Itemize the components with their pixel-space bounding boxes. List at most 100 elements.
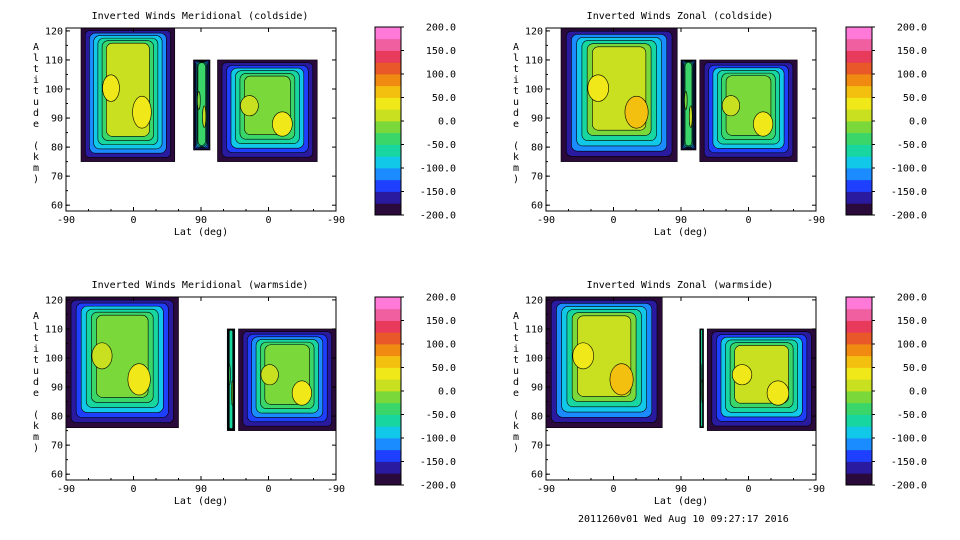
chart-panel-2: Inverted Winds Zonal (coldside) 60 70 80 90 1… <box>513 11 927 238</box>
filled-region <box>226 328 236 431</box>
y-tick-label: 110 <box>45 324 63 335</box>
colorbar-swatch <box>846 168 872 181</box>
chart-panel-4: Inverted Winds Zonal (warmside) 60 70 80 90 1… <box>513 280 927 507</box>
colorbar-tick-label: 0.0 <box>438 387 456 398</box>
x-tick-label: 0 <box>130 215 136 226</box>
filled-region <box>193 59 211 151</box>
colorbar-tick-label: 150.0 <box>426 316 456 327</box>
colorbar-tick-label: 100.0 <box>426 340 456 351</box>
chart-panel-1: Inverted Winds Meridional (coldside) 60 70… <box>33 11 456 238</box>
contour-blob <box>231 380 234 406</box>
y-tick-label: 120 <box>45 295 63 306</box>
colorbar-swatch <box>846 438 872 451</box>
x-tick-label: 90 <box>195 215 207 226</box>
colorbar-swatch <box>375 344 401 357</box>
colorbar-swatch <box>375 85 401 98</box>
x-tick-label: 0 <box>265 215 271 226</box>
colorbar-swatch <box>846 344 872 357</box>
colorbar-swatch <box>846 38 872 51</box>
colorbar-swatch <box>375 379 401 392</box>
colorbar-tick-label: 0.0 <box>909 387 927 398</box>
contour-blob <box>132 95 152 129</box>
colorbar-swatch <box>375 38 401 51</box>
y-tick-label: 90 <box>531 383 543 394</box>
y-tick-label: 80 <box>51 412 63 423</box>
y-tick-label: 100 <box>525 354 543 365</box>
x-tick-label: -90 <box>807 215 825 226</box>
colorbar-swatch <box>375 473 401 486</box>
chart-title: Inverted Winds Zonal (coldside) <box>587 11 774 22</box>
x-tick-label: 0 <box>610 484 616 495</box>
x-tick-label: 0 <box>610 215 616 226</box>
colorbar-swatch <box>375 449 401 462</box>
colorbar-swatch <box>375 27 401 40</box>
colorbar-tick-label: 150.0 <box>426 46 456 57</box>
colorbar-swatch <box>846 191 872 204</box>
x-axis-label: Lat (deg) <box>174 496 228 507</box>
colorbar-swatch <box>375 156 401 169</box>
filled-region <box>699 328 704 429</box>
chart-panel-3: Inverted Winds Meridional (warmside) 60 70… <box>33 280 456 507</box>
y-tick-label: 110 <box>525 55 543 66</box>
contour-blob <box>688 105 693 128</box>
x-tick-label: 90 <box>195 484 207 495</box>
contour-blob <box>572 342 594 370</box>
filled-region <box>680 59 697 151</box>
colorbar-swatch <box>375 391 401 404</box>
colorbar-tick-label: 50.0 <box>432 363 456 374</box>
contour-blob <box>684 91 688 110</box>
colorbar-tick-label: -50.0 <box>426 140 456 151</box>
y-tick-label: 120 <box>45 26 63 37</box>
colorbar-swatch <box>846 85 872 98</box>
colorbar-tick-label: 150.0 <box>897 46 927 57</box>
colorbar-tick-label: 0.0 <box>438 117 456 128</box>
contour-blob <box>700 363 702 384</box>
x-tick-label: 0 <box>745 215 751 226</box>
contour-blob <box>624 95 649 129</box>
colorbar-tick-label: 100.0 <box>897 340 927 351</box>
colorbar-swatch <box>846 297 872 310</box>
contour-blob <box>766 380 790 406</box>
colorbar-tick-label: 150.0 <box>897 316 927 327</box>
colorbar-tick-label: 200.0 <box>897 293 927 304</box>
colorbar-swatch <box>375 144 401 157</box>
x-tick-label: 0 <box>130 484 136 495</box>
y-tick-label: 60 <box>531 470 543 481</box>
filled-region <box>706 328 817 431</box>
colorbar-swatch <box>846 379 872 392</box>
filled-region <box>560 27 678 162</box>
y-tick-label: 100 <box>525 85 543 96</box>
colorbar-tick-label: -100.0 <box>891 164 927 175</box>
colorbar-tick-label: 200.0 <box>426 293 456 304</box>
colorbar: 200.0 150.0 100.0 50.0 0.0 -50.0 -100.0 -150.0 -… <box>374 23 456 222</box>
colorbar-swatch <box>846 132 872 145</box>
colorbar-tick-label: -150.0 <box>420 187 456 198</box>
colorbar-tick-label: -150.0 <box>891 457 927 468</box>
colorbar-swatch <box>846 367 872 380</box>
contour-blob <box>102 74 120 102</box>
y-tick-label: 90 <box>531 114 543 125</box>
colorbar-tick-label: -100.0 <box>891 434 927 445</box>
colorbar-swatch <box>375 426 401 439</box>
colorbar-swatch <box>846 308 872 321</box>
x-tick-label: -90 <box>57 484 75 495</box>
colorbar-swatch <box>375 109 401 122</box>
x-axis-label: Lat (deg) <box>174 227 228 238</box>
y-tick-label: 60 <box>51 470 63 481</box>
colorbar-tick-label: -200.0 <box>891 211 927 222</box>
y-tick-label: 70 <box>51 172 63 183</box>
contour-blob <box>202 105 207 128</box>
filled-region <box>238 328 337 431</box>
chart-title: Inverted Winds Zonal (warmside) <box>587 280 774 291</box>
colorbar-tick-label: -150.0 <box>420 457 456 468</box>
colorbar-swatch <box>375 62 401 75</box>
colorbar-tick-label: -200.0 <box>420 481 456 492</box>
contour-blob <box>701 379 703 404</box>
colorbar-swatch <box>846 461 872 474</box>
colorbar-swatch <box>375 74 401 87</box>
colorbar-swatch <box>375 320 401 333</box>
colorbar-swatch <box>846 27 872 40</box>
